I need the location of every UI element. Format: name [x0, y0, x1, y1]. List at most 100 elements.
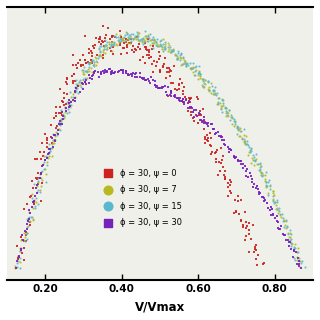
ϕ = 30, ψ = 15 [281, 215, 286, 220]
ϕ = 30, ψ = 15 [292, 256, 297, 261]
ϕ = 30, ψ = 30 [260, 194, 266, 199]
ϕ = 30, ψ = 0 [221, 172, 226, 178]
ϕ = 30, ψ = 7 [127, 40, 132, 45]
ϕ = 30, ψ = 30 [228, 147, 233, 152]
ϕ = 30, ψ = 0 [240, 222, 245, 227]
ϕ = 30, ψ = 0 [134, 34, 140, 39]
ϕ = 30, ψ = 0 [234, 208, 239, 213]
ϕ = 30, ψ = 30 [119, 67, 124, 72]
ϕ = 30, ψ = 0 [232, 197, 237, 202]
ϕ = 30, ψ = 0 [118, 35, 124, 40]
ϕ = 30, ψ = 7 [208, 90, 213, 95]
ϕ = 30, ψ = 30 [92, 68, 98, 73]
ϕ = 30, ψ = 30 [99, 69, 104, 74]
ϕ = 30, ψ = 7 [68, 95, 74, 100]
ϕ = 30, ψ = 0 [129, 47, 134, 52]
ϕ = 30, ψ = 15 [130, 32, 135, 37]
ϕ = 30, ψ = 7 [30, 217, 35, 222]
ϕ = 30, ψ = 0 [205, 139, 211, 144]
ϕ = 30, ψ = 15 [291, 246, 296, 251]
ϕ = 30, ψ = 0 [186, 96, 191, 101]
ϕ = 30, ψ = 7 [162, 44, 167, 49]
ϕ = 30, ψ = 7 [249, 146, 254, 151]
ϕ = 30, ψ = 0 [53, 125, 59, 130]
ϕ = 30, ψ = 0 [100, 38, 105, 43]
ϕ = 30, ψ = 30 [124, 70, 129, 76]
ϕ = 30, ψ = 0 [84, 61, 89, 66]
ϕ = 30, ψ = 15 [239, 135, 244, 140]
ϕ = 30, ψ = 30 [235, 157, 240, 162]
ϕ = 30, ψ = 15 [64, 110, 69, 115]
ϕ = 30, ψ = 30 [60, 117, 66, 122]
ϕ = 30, ψ = 7 [124, 37, 129, 43]
ϕ = 30, ψ = 30 [154, 83, 159, 88]
ϕ = 30, ψ = 15 [29, 214, 34, 220]
ϕ = 30, ψ = 7 [166, 47, 172, 52]
ϕ = 30, ψ = 30 [218, 133, 223, 139]
ϕ = 30, ψ = 30 [35, 183, 40, 188]
ϕ = 30, ψ = 7 [244, 141, 249, 147]
ϕ = 30, ψ = 7 [135, 31, 140, 36]
ϕ = 30, ψ = 0 [21, 258, 27, 263]
ϕ = 30, ψ = 7 [90, 69, 95, 74]
ϕ = 30, ψ = 0 [195, 97, 200, 102]
ϕ = 30, ψ = 0 [63, 101, 68, 106]
ϕ = 30, ψ = 15 [178, 57, 183, 62]
ϕ = 30, ψ = 7 [199, 82, 204, 87]
ϕ = 30, ψ = 15 [216, 101, 221, 106]
ϕ = 30, ψ = 15 [123, 38, 128, 43]
ϕ = 30, ψ = 15 [73, 77, 78, 82]
ϕ = 30, ψ = 7 [127, 36, 132, 42]
ϕ = 30, ψ = 30 [188, 104, 193, 109]
ϕ = 30, ψ = 15 [71, 94, 76, 100]
ϕ = 30, ψ = 15 [225, 112, 230, 117]
ϕ = 30, ψ = 0 [197, 108, 203, 113]
ϕ = 30, ψ = 15 [162, 46, 167, 52]
ϕ = 30, ψ = 30 [67, 104, 72, 109]
ϕ = 30, ψ = 15 [131, 37, 136, 42]
ϕ = 30, ψ = 0 [109, 35, 115, 40]
ϕ = 30, ψ = 15 [299, 260, 304, 265]
ϕ = 30, ψ = 30 [73, 95, 78, 100]
ϕ = 30, ψ = 15 [83, 75, 88, 80]
ϕ = 30, ψ = 7 [74, 82, 79, 87]
ϕ = 30, ψ = 30 [80, 86, 85, 92]
ϕ = 30, ψ = 0 [43, 131, 48, 136]
ϕ = 30, ψ = 7 [54, 130, 59, 135]
ϕ = 30, ψ = 30 [120, 68, 125, 73]
ϕ = 30, ψ = 0 [103, 35, 108, 40]
ϕ = 30, ψ = 7 [49, 145, 54, 150]
ϕ = 30, ψ = 0 [254, 257, 259, 262]
ϕ = 30, ψ = 30 [17, 253, 22, 258]
ϕ = 30, ψ = 0 [121, 41, 126, 46]
ϕ = 30, ψ = 0 [90, 51, 95, 56]
ϕ = 30, ψ = 7 [243, 141, 248, 147]
ϕ = 30, ψ = 7 [201, 84, 206, 90]
ϕ = 30, ψ = 0 [252, 244, 258, 250]
ϕ = 30, ψ = 0 [177, 76, 182, 81]
ϕ = 30, ψ = 0 [244, 223, 249, 228]
ϕ = 30, ψ = 15 [247, 145, 252, 150]
ϕ = 30, ψ = 30 [237, 159, 242, 164]
ϕ = 30, ψ = 7 [236, 134, 242, 139]
ϕ = 30, ψ = 15 [97, 43, 102, 48]
ϕ = 30, ψ = 0 [51, 116, 56, 121]
ϕ = 30, ψ = 0 [253, 246, 258, 251]
ϕ = 30, ψ = 7 [295, 261, 300, 267]
ϕ = 30, ψ = 0 [44, 144, 50, 149]
ϕ = 30, ψ = 30 [38, 171, 43, 176]
ϕ = 30, ψ = 0 [39, 140, 44, 145]
ϕ = 30, ψ = 0 [165, 69, 170, 74]
ϕ = 30, ψ = 0 [39, 180, 44, 185]
ϕ = 30, ψ = 15 [111, 40, 116, 45]
ϕ = 30, ψ = 0 [144, 44, 149, 50]
ϕ = 30, ψ = 0 [228, 182, 233, 187]
ϕ = 30, ψ = 30 [104, 68, 109, 74]
ϕ = 30, ψ = 30 [26, 218, 31, 223]
ϕ = 30, ψ = 0 [60, 99, 66, 104]
ϕ = 30, ψ = 0 [253, 247, 258, 252]
ϕ = 30, ψ = 0 [169, 80, 174, 85]
ϕ = 30, ψ = 15 [257, 167, 262, 172]
ϕ = 30, ψ = 0 [108, 45, 113, 50]
ϕ = 30, ψ = 7 [263, 184, 268, 189]
